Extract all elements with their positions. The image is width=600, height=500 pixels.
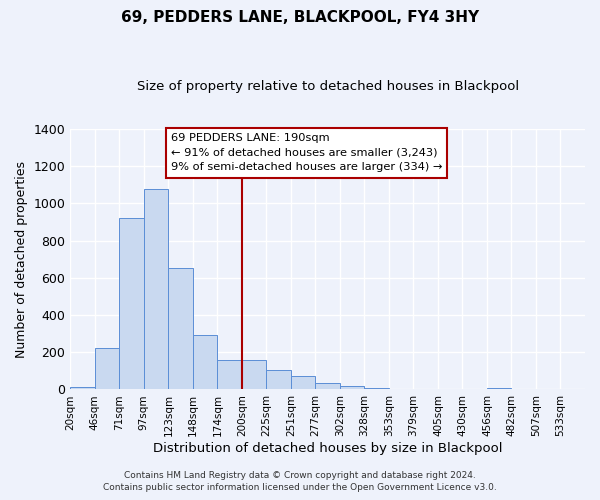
Bar (291, 376, 316, 390)
Text: 69 PEDDERS LANE: 190sqm
← 91% of detached houses are smaller (3,243)
9% of semi-: 69 PEDDERS LANE: 190sqm ← 91% of detache… (170, 133, 442, 172)
Title: Size of property relative to detached houses in Blackpool: Size of property relative to detached ho… (137, 80, 519, 93)
Bar (70, 386, 95, 390)
Bar (340, 386, 364, 390)
Bar (169, 268, 193, 390)
Y-axis label: Number of detached properties: Number of detached properties (15, 160, 28, 358)
Bar (487, 388, 511, 390)
Bar (266, 370, 291, 390)
X-axis label: Distribution of detached houses by size in Blackpool: Distribution of detached houses by size … (153, 442, 502, 455)
Bar (316, 383, 340, 390)
Text: 69, PEDDERS LANE, BLACKPOOL, FY4 3HY: 69, PEDDERS LANE, BLACKPOOL, FY4 3HY (121, 10, 479, 25)
Bar (119, 218, 144, 390)
Bar (364, 388, 389, 390)
Bar (144, 190, 169, 390)
Bar (242, 360, 266, 390)
Bar (95, 348, 119, 390)
Text: Contains HM Land Registry data © Crown copyright and database right 2024.
Contai: Contains HM Land Registry data © Crown c… (103, 471, 497, 492)
Bar (217, 360, 242, 390)
Bar (193, 336, 217, 390)
